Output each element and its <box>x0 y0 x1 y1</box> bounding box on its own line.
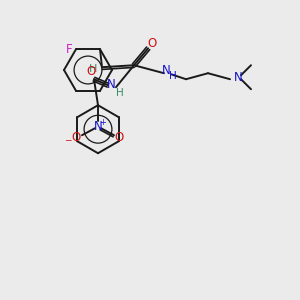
Text: H: H <box>89 64 97 74</box>
Text: H: H <box>169 71 177 81</box>
Text: N: N <box>234 71 242 84</box>
Text: N: N <box>94 120 102 133</box>
Text: O: O <box>148 37 157 50</box>
Text: +: + <box>100 118 106 127</box>
Text: N: N <box>162 64 170 77</box>
Text: −: − <box>64 136 72 145</box>
Text: O: O <box>86 65 96 78</box>
Text: F: F <box>66 43 72 56</box>
Text: O: O <box>114 131 124 144</box>
Text: N: N <box>106 78 116 91</box>
Text: O: O <box>71 131 81 144</box>
Text: H: H <box>116 88 124 98</box>
